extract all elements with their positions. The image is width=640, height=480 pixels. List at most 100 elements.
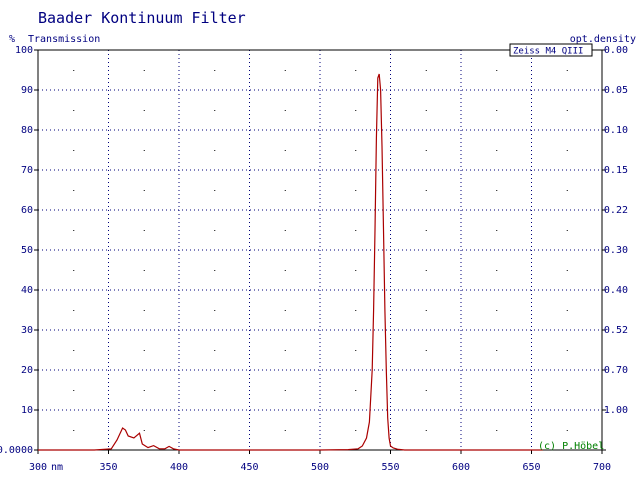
y2-tick-label: 0.30 bbox=[604, 245, 628, 256]
grid-dot bbox=[425, 230, 427, 231]
y2-tick-label: 0.15 bbox=[604, 165, 628, 176]
grid-dot bbox=[496, 270, 498, 271]
grid-dot bbox=[566, 430, 568, 431]
grid-dot bbox=[143, 430, 145, 431]
grid-dot bbox=[496, 350, 498, 351]
legend-box bbox=[509, 43, 593, 57]
y-tick-label: 30 bbox=[21, 325, 33, 336]
x-tick-label: 500 bbox=[311, 462, 329, 473]
y2-tick-label: 0.10 bbox=[604, 125, 628, 136]
y2-tick-label: 0.22 bbox=[604, 205, 628, 216]
grid-dot bbox=[355, 310, 357, 311]
x-tick-label: 400 bbox=[170, 462, 188, 473]
grid-dot bbox=[284, 270, 286, 271]
grid-dot bbox=[284, 350, 286, 351]
y2-tick-label: 0.40 bbox=[604, 285, 628, 296]
grid-dot bbox=[143, 350, 145, 351]
grid-dot bbox=[143, 270, 145, 271]
x-tick-label: 300 bbox=[29, 462, 47, 473]
grid-dot bbox=[566, 350, 568, 351]
grid-dot bbox=[355, 390, 357, 391]
grid-dot bbox=[214, 110, 216, 111]
x-tick-label: 550 bbox=[381, 462, 399, 473]
y2-tick-label: 0.52 bbox=[604, 325, 628, 336]
grid-dot bbox=[355, 70, 357, 71]
tick-labels: 0.0000 10 20 30 40 50 60 70 80 90 100 1.00 0.70 0.52 0… bbox=[0, 45, 628, 473]
grid-dot bbox=[566, 190, 568, 191]
grid-dot bbox=[284, 150, 286, 151]
legend-label: Zeiss M4 QIII bbox=[513, 47, 583, 57]
x-tick-label: 450 bbox=[240, 462, 258, 473]
grid-dot bbox=[496, 390, 498, 391]
grid-dot bbox=[425, 310, 427, 311]
grid-dot bbox=[496, 230, 498, 231]
grid-dot bbox=[73, 430, 75, 431]
grid-dot bbox=[73, 350, 75, 351]
copyright-annotation: (c) P.Höbel bbox=[538, 441, 604, 452]
x-axis-unit: nm bbox=[51, 462, 63, 473]
y-tick-label: 10 bbox=[21, 405, 33, 416]
grid-dot bbox=[73, 390, 75, 391]
y-tick-label: 80 bbox=[21, 125, 33, 136]
y-tick-label: 50 bbox=[21, 245, 33, 256]
grid-dot bbox=[214, 390, 216, 391]
x-tick-label: 600 bbox=[452, 462, 470, 473]
grid-dot bbox=[214, 350, 216, 351]
grid-dot bbox=[214, 150, 216, 151]
grid-dot bbox=[425, 110, 427, 111]
series-line-zeiss-m4-qiii bbox=[38, 73, 543, 451]
grid-dot bbox=[566, 110, 568, 111]
grid-dot bbox=[143, 230, 145, 231]
grid-dot bbox=[425, 70, 427, 71]
y2-tick-label: 0.00 bbox=[604, 45, 628, 56]
grid-dot bbox=[214, 230, 216, 231]
grid-dot bbox=[355, 110, 357, 111]
y-tick-label: 90 bbox=[21, 85, 33, 96]
grid-dot bbox=[73, 190, 75, 191]
grid-dot bbox=[143, 310, 145, 311]
y-tick-label: 20 bbox=[21, 365, 33, 376]
grid-dot bbox=[566, 150, 568, 151]
grid-dot bbox=[214, 310, 216, 311]
grid-dot bbox=[73, 270, 75, 271]
y-tick-label: 0.0000 bbox=[0, 445, 33, 456]
grid-dot bbox=[566, 230, 568, 231]
grid-dot bbox=[143, 70, 145, 71]
grid-dot bbox=[496, 110, 498, 111]
grid-dot bbox=[73, 150, 75, 151]
grid-dot bbox=[284, 230, 286, 231]
grid-dot bbox=[284, 70, 286, 71]
grid-dot bbox=[214, 190, 216, 191]
grid-dot bbox=[496, 70, 498, 71]
series-layer bbox=[38, 73, 543, 451]
grid-dot bbox=[284, 310, 286, 311]
y-tick-label: 70 bbox=[21, 165, 33, 176]
grid-dot bbox=[425, 270, 427, 271]
grid-dot bbox=[73, 310, 75, 311]
y-tick-label: 100 bbox=[15, 45, 33, 56]
grid-dot bbox=[425, 390, 427, 391]
grid-dot bbox=[355, 270, 357, 271]
grid-dot bbox=[143, 150, 145, 151]
grid-dot bbox=[284, 110, 286, 111]
y2-tick-label: 0.70 bbox=[604, 365, 628, 376]
grid-dot bbox=[566, 310, 568, 311]
grid-dot bbox=[355, 430, 357, 431]
grid-dot bbox=[143, 190, 145, 191]
grid-dot bbox=[214, 70, 216, 71]
x-tick-label: 650 bbox=[522, 462, 540, 473]
y-tick-label: 40 bbox=[21, 285, 33, 296]
y-axis-label: Transmission bbox=[28, 34, 100, 45]
grid-dot bbox=[566, 270, 568, 271]
grid-dot bbox=[73, 70, 75, 71]
grid-dot bbox=[143, 390, 145, 391]
grid-dot bbox=[566, 70, 568, 71]
y2-tick-label: 1.00 bbox=[604, 405, 628, 416]
grid-dot bbox=[143, 110, 145, 111]
grid-dot bbox=[214, 430, 216, 431]
grid-dot bbox=[355, 190, 357, 191]
grid-dot bbox=[284, 390, 286, 391]
y-tick-label: 60 bbox=[21, 205, 33, 216]
grid-dot bbox=[425, 430, 427, 431]
